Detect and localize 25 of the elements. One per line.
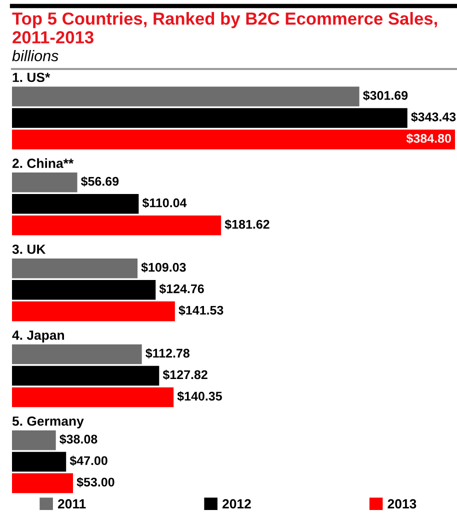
chart-title: Top 5 Countries, Ranked by B2C Ecommerce Sales, 2011-2013 [12, 12, 437, 44]
data-label: $141.53 [178, 305, 224, 316]
data-label: $127.82 [162, 370, 208, 380]
data-label: $53.00 [76, 477, 114, 488]
y-tick-label: 1. US* [12, 72, 50, 82]
data-label: $343.43 [411, 112, 456, 122]
data-label: $124.76 [159, 284, 204, 294]
data-label: $47.00 [70, 456, 108, 466]
y-tick-label: 5. Germany [12, 416, 84, 428]
data-label: $110.04 [142, 198, 187, 208]
data-label: $181.62 [224, 219, 270, 230]
legend-label: 2011 [58, 499, 86, 509]
chart-subtitle: billions [12, 50, 58, 62]
y-tick-label: 3. UK [12, 244, 46, 254]
data-label: $56.69 [80, 176, 119, 187]
legend-label: 2012 [222, 499, 251, 509]
data-label: $301.69 [363, 90, 408, 101]
y-tick-label: 2. China** [12, 158, 74, 168]
data-label: $112.78 [146, 348, 190, 358]
y-tick-label: 4. Japan [12, 330, 64, 342]
data-label: $38.08 [60, 434, 98, 444]
data-label: $384.80 [406, 133, 451, 144]
data-label: $140.35 [177, 391, 222, 402]
legend-label: 2013 [388, 499, 416, 509]
data-label: $109.03 [141, 262, 186, 273]
